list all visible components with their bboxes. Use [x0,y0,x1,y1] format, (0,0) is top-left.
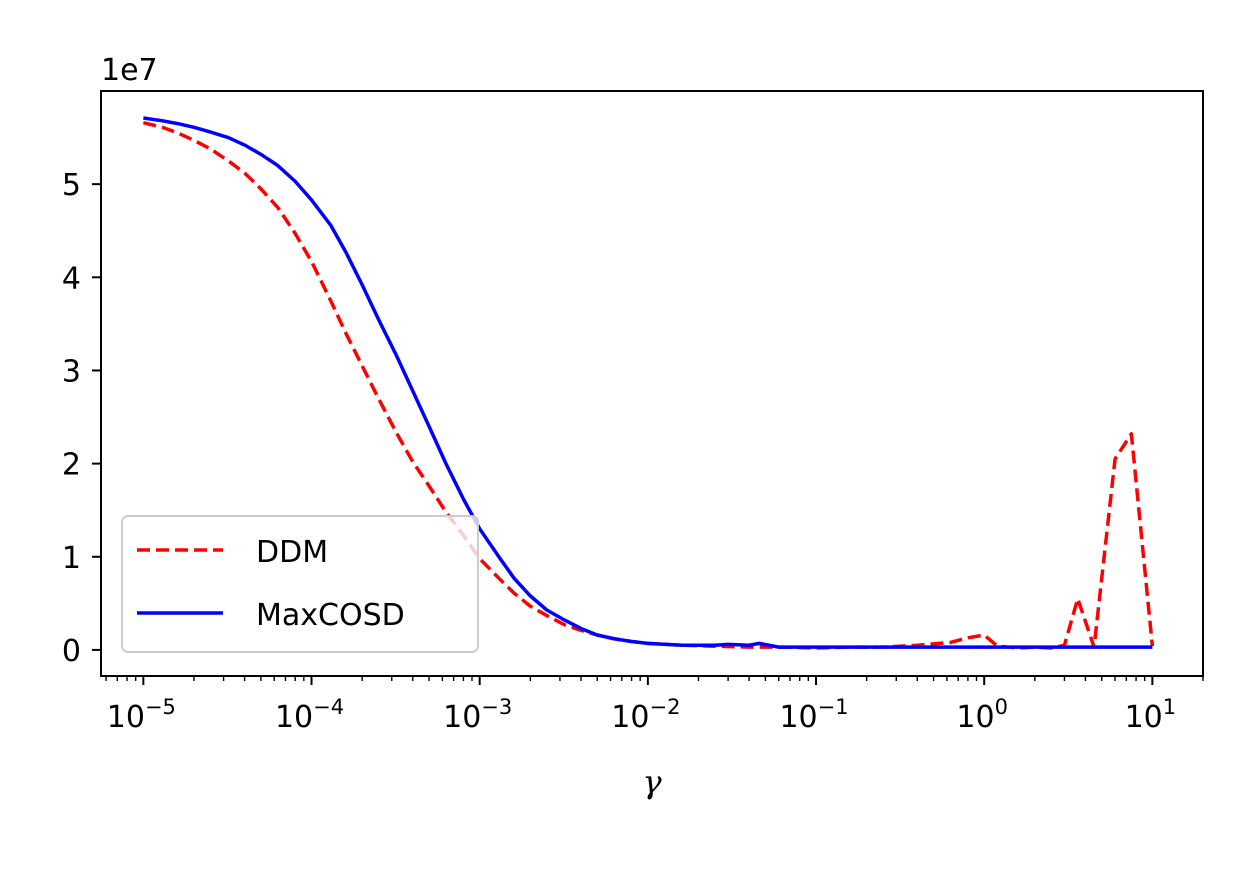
x-tick-label: 10−5 [107,695,176,735]
plot-area [100,90,1204,677]
series-line-maxcosd [143,116,1153,649]
series-layer [142,116,1155,650]
x-tick-label: 10−4 [275,695,344,735]
y-tick-label: 4 [62,261,81,296]
x-axis: 10−5 10−4 10−3 10−2 10−1 100 101 [105,676,1204,735]
y-tick-label: 0 [62,634,81,669]
legend-box [121,515,479,653]
legend-label-maxcosd: MaxCOSD [256,598,405,633]
legend: DDM MaxCOSD [121,515,479,653]
legend-label-ddm: DDM [256,535,328,570]
y-tick-label: 1 [62,541,81,576]
y-tick-label: 3 [62,354,81,389]
x-tick-label: 10−1 [779,695,848,735]
y-tick-label: 2 [62,448,81,483]
axes-frame [100,90,1204,677]
x-tick-label: 10−3 [443,695,512,735]
x-axis-label: γ [642,763,662,801]
x-tick-label: 101 [1125,695,1177,735]
x-tick-label: 100 [956,695,1008,735]
x-tick-label: 10−2 [611,695,680,735]
y-offset-label: 1e7 [101,53,158,88]
y-axis: 0 1 2 3 4 5 [62,168,101,669]
y-tick-label: 5 [62,168,81,203]
